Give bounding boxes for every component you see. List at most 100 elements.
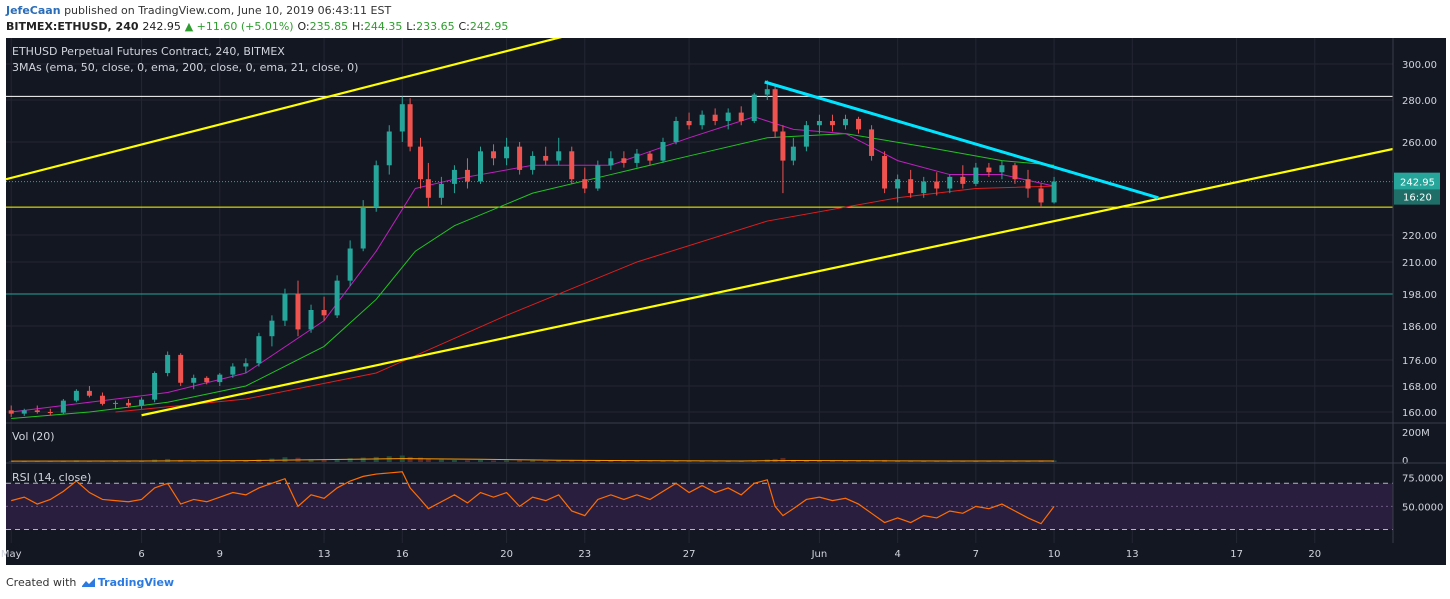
time-tick-label: 16 xyxy=(396,549,409,560)
candle-body xyxy=(699,114,705,126)
volume-bar xyxy=(803,460,809,462)
author-name[interactable]: JefeCaan xyxy=(6,4,61,17)
time-tick-label: 27 xyxy=(683,549,696,560)
candle-body xyxy=(126,402,132,406)
rsi-label: RSI (14, close) xyxy=(12,471,91,484)
candle-body xyxy=(517,146,523,170)
candle-body xyxy=(973,167,979,184)
volume-bar xyxy=(582,460,588,462)
volume-bar xyxy=(191,460,197,462)
close-value: 242.95 xyxy=(469,20,509,33)
volume-bar xyxy=(8,461,14,462)
price-tick-label: 220.00 xyxy=(1402,231,1437,242)
close-label: C: xyxy=(458,20,470,33)
time-tick-label: 7 xyxy=(973,549,979,560)
volume-bar xyxy=(347,458,353,462)
ema50-line xyxy=(11,133,1055,419)
candle-body xyxy=(582,179,588,189)
price-chart[interactable]: 200M 0 75.0000 50.0000 300.00 280.00 260.00 2… xyxy=(0,38,1450,565)
volume-bar xyxy=(634,460,640,462)
tradingview-logo-icon xyxy=(81,578,95,587)
candle-body xyxy=(204,377,210,383)
candle-body xyxy=(1038,188,1044,203)
candle-body xyxy=(152,373,158,400)
volume-tick-label: 200M xyxy=(1402,428,1430,439)
volume-bar xyxy=(407,456,413,462)
candle-body xyxy=(934,181,940,189)
candle-body xyxy=(47,412,53,413)
volume-label: Vol (20) xyxy=(12,430,55,443)
candle-body xyxy=(790,146,796,161)
volume-bar xyxy=(569,459,575,462)
candle-body xyxy=(634,153,640,163)
candle-body xyxy=(764,89,770,95)
candle-body xyxy=(543,155,549,161)
volume-bar xyxy=(556,460,562,462)
volume-bar xyxy=(464,460,470,462)
symbol-label: BITMEX:ETHUSD, 240 xyxy=(6,20,139,33)
candle-body xyxy=(843,118,848,126)
volume-bar xyxy=(360,457,366,462)
trendlines[interactable] xyxy=(6,38,1393,417)
candle-body xyxy=(230,366,236,375)
candle-body xyxy=(334,280,340,316)
volume-bar xyxy=(921,460,927,462)
volume-bar xyxy=(438,459,444,462)
candle-body xyxy=(139,399,145,406)
candle-body xyxy=(178,354,184,383)
time-tick-label: 20 xyxy=(1308,549,1321,560)
volume-bar xyxy=(86,461,92,462)
candle-body xyxy=(738,112,744,121)
candle-body xyxy=(686,121,692,126)
volume-bar xyxy=(725,460,731,462)
ohlc-legend: BITMEX:ETHUSD, 240 242.95 ▲ +11.60 (+5.0… xyxy=(6,20,508,33)
candle-body xyxy=(191,377,197,383)
candle-body xyxy=(86,390,92,396)
footer: Created with TradingView xyxy=(6,576,174,589)
candle-body xyxy=(386,131,392,166)
candle-body xyxy=(451,169,457,184)
volume-bar xyxy=(139,461,145,462)
volume-bar xyxy=(47,461,53,462)
volume-bar xyxy=(21,461,27,462)
volume-bar xyxy=(321,459,327,462)
candle-body xyxy=(308,310,314,330)
open-label: O: xyxy=(297,20,310,33)
channel-upper-trendline xyxy=(6,38,563,181)
volume-bar xyxy=(373,456,379,462)
volume-bar xyxy=(660,460,666,462)
time-tick-label: 13 xyxy=(1126,549,1139,560)
candle-body xyxy=(947,176,953,189)
candle-body xyxy=(373,165,379,208)
candle-body xyxy=(491,151,497,159)
candle-body xyxy=(921,181,927,194)
candle-body xyxy=(999,165,1005,173)
volume-pane: 200M 0 xyxy=(8,428,1430,467)
volume-bar xyxy=(712,461,718,462)
volume-bar xyxy=(230,460,236,462)
candle-body xyxy=(113,402,118,404)
candle-body xyxy=(269,320,275,337)
low-label: L: xyxy=(406,20,417,33)
low-value: 233.65 xyxy=(416,20,455,33)
volume-bar xyxy=(999,461,1005,462)
last-price-tag xyxy=(1394,172,1440,190)
candle-body xyxy=(1051,181,1057,203)
candle-body xyxy=(165,354,171,373)
candle-body xyxy=(621,158,627,163)
candle-body xyxy=(478,151,483,182)
candle-body xyxy=(321,310,327,316)
candle-body xyxy=(856,118,862,130)
price-tick-label: 186.00 xyxy=(1402,322,1437,333)
open-value: 235.85 xyxy=(309,20,349,33)
candle-body xyxy=(803,125,809,147)
time-tick-label: 20 xyxy=(500,549,513,560)
price-tick-label: 260.00 xyxy=(1402,138,1437,149)
last-price-label: 242.95 xyxy=(1400,178,1435,189)
candle-body xyxy=(217,374,223,383)
volume-bar xyxy=(217,461,223,462)
volume-bar xyxy=(418,457,424,462)
high-label: H: xyxy=(351,20,364,33)
volume-tick-label: 0 xyxy=(1402,456,1408,467)
tradingview-brand[interactable]: TradingView xyxy=(97,576,175,589)
